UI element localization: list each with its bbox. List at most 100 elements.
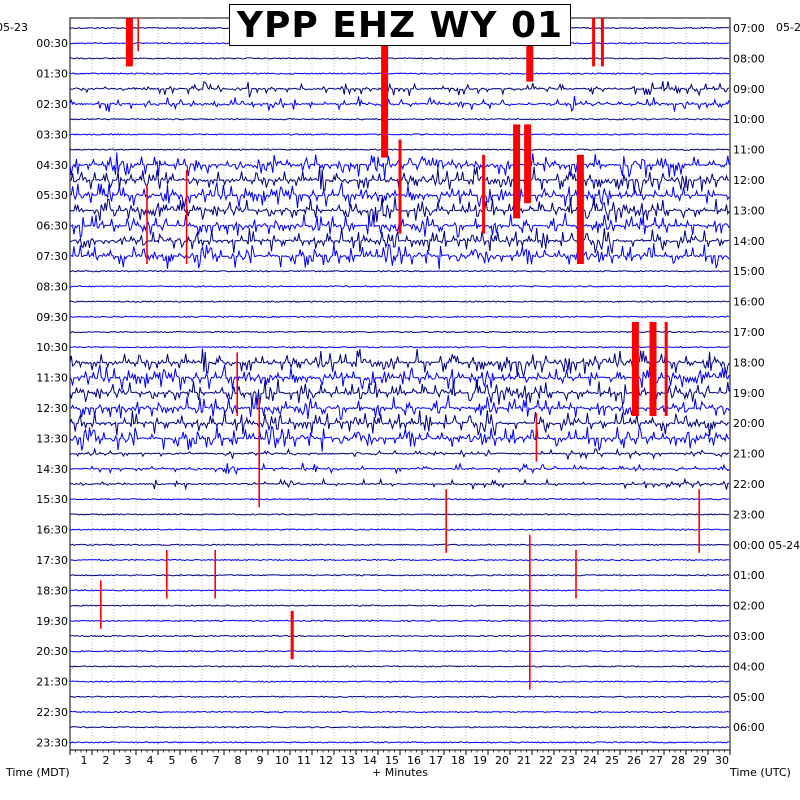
right-time-label: 03:00 (733, 630, 765, 643)
right-labels: 07:00 08:00 09:00 10:00 11:00 12:00 13:00 14:00… (733, 22, 800, 734)
trace-row (69, 528, 730, 531)
seismic-event (236, 352, 238, 416)
trace-row (69, 477, 730, 491)
seismic-event (290, 610, 294, 660)
right-time-label: 11:00 (733, 144, 765, 157)
right-time-label: 20:00 (733, 417, 765, 430)
seismic-event (100, 580, 102, 629)
trace-row (69, 72, 730, 75)
seismic-event (529, 534, 531, 690)
right-time-label: 14:00 (733, 235, 765, 248)
left-time-label: 18:30 (36, 584, 68, 597)
x-tick-label: 20 (495, 754, 509, 767)
right-axis-title: Time (UTC) (730, 766, 791, 779)
trace-row (69, 117, 730, 121)
x-tick-labels: 1 2 3 4 5 6 7 8 9 10 11 12 13 14 15 16 17 18 19 20 21 22 23 24 2… (81, 754, 730, 767)
seismic-event (576, 154, 584, 264)
x-tick-label: 29 (693, 754, 707, 767)
seismic-event (664, 322, 668, 416)
x-tick-label: 17 (429, 754, 443, 767)
right-time-label: 13:00 (733, 204, 765, 217)
trace-row (69, 725, 730, 729)
left-time-label: 13:30 (36, 432, 68, 445)
x-tick-label: 26 (627, 754, 641, 767)
trace-row (70, 589, 730, 592)
trace-row (70, 558, 730, 562)
x-tick-label: 8 (235, 754, 242, 767)
trace-row (69, 95, 730, 113)
left-time-label: 01:30 (36, 68, 68, 81)
right-time-label: 05:00 (733, 691, 765, 704)
left-time-label: 22:30 (36, 706, 68, 719)
trace-row (69, 395, 730, 420)
trace-row (69, 680, 730, 683)
seismic-event (600, 18, 604, 67)
chart-title: YPP EHZ WY 01 (229, 4, 571, 46)
right-time-label: 02:00 (733, 600, 765, 613)
x-tick-label: 19 (473, 754, 487, 767)
seismic-event (137, 18, 139, 52)
trace-row (69, 447, 730, 461)
left-time-label: 11:30 (36, 372, 68, 385)
trace-row (69, 133, 730, 136)
x-tick-label: 16 (407, 754, 421, 767)
left-time-label: 02:30 (36, 98, 68, 111)
x-tick-label: 4 (147, 754, 154, 767)
trace-row (69, 269, 730, 273)
right-time-label: 08:00 (733, 52, 765, 65)
seismic-event (125, 18, 133, 67)
right-time-label: 09:00 (733, 83, 765, 96)
x-tick-label: 6 (191, 754, 198, 767)
left-time-label: 00:30 (36, 37, 68, 50)
right-time-label: 15:00 (733, 265, 765, 278)
x-tick-label: 30 (715, 754, 729, 767)
x-tick-label: 5 (169, 754, 176, 767)
right-time-label: 19:00 (733, 387, 765, 400)
left-time-label: 14:30 (36, 463, 68, 476)
trace-row (69, 285, 730, 288)
left-time-label: 20:30 (36, 645, 68, 658)
trace-row (70, 573, 730, 577)
x-tick-label: 24 (583, 754, 597, 767)
x-tick-label: 12 (319, 754, 333, 767)
x-tick-label: 23 (561, 754, 575, 767)
left-axis-title: Time (MDT) (6, 766, 70, 779)
left-time-label: 06:30 (36, 220, 68, 233)
trace-row (69, 497, 730, 501)
trace-row (69, 710, 730, 714)
right-time-label: 04:00 (733, 660, 765, 673)
trace-row (69, 410, 730, 437)
left-time-label: 08:30 (36, 280, 68, 293)
right-time-label: 16:00 (733, 296, 765, 309)
left-date-label: 05-23 (0, 21, 28, 34)
trace-row (69, 348, 730, 379)
right-time-label: 18:00 (733, 356, 765, 369)
left-time-label: 12:30 (36, 402, 68, 415)
x-tick-label: 10 (275, 754, 289, 767)
seismic-event (535, 413, 538, 462)
seismic-event (631, 322, 639, 416)
left-time-label: 09:30 (36, 311, 68, 324)
trace-row (69, 741, 730, 744)
trace-row (70, 649, 730, 653)
trace-row (69, 378, 730, 407)
trace-row (69, 300, 730, 303)
left-time-label: 15:30 (36, 493, 68, 506)
left-time-label: 16:30 (36, 524, 68, 537)
trace-row (69, 243, 730, 270)
trace-row (69, 364, 730, 391)
left-time-label: 04:30 (36, 159, 68, 172)
trace-row (70, 665, 730, 668)
trace-row (69, 462, 730, 475)
trace-row (69, 81, 730, 98)
trace-row (69, 425, 730, 452)
left-time-label: 05:30 (36, 189, 68, 202)
seismic-event (698, 489, 700, 553)
right-time-label: 10:00 (733, 113, 765, 126)
trace-row (69, 345, 730, 349)
left-time-label: 07:30 (36, 250, 68, 263)
seismic-event (482, 154, 486, 234)
x-tick-label: 28 (671, 754, 685, 767)
trace-row (69, 634, 730, 638)
